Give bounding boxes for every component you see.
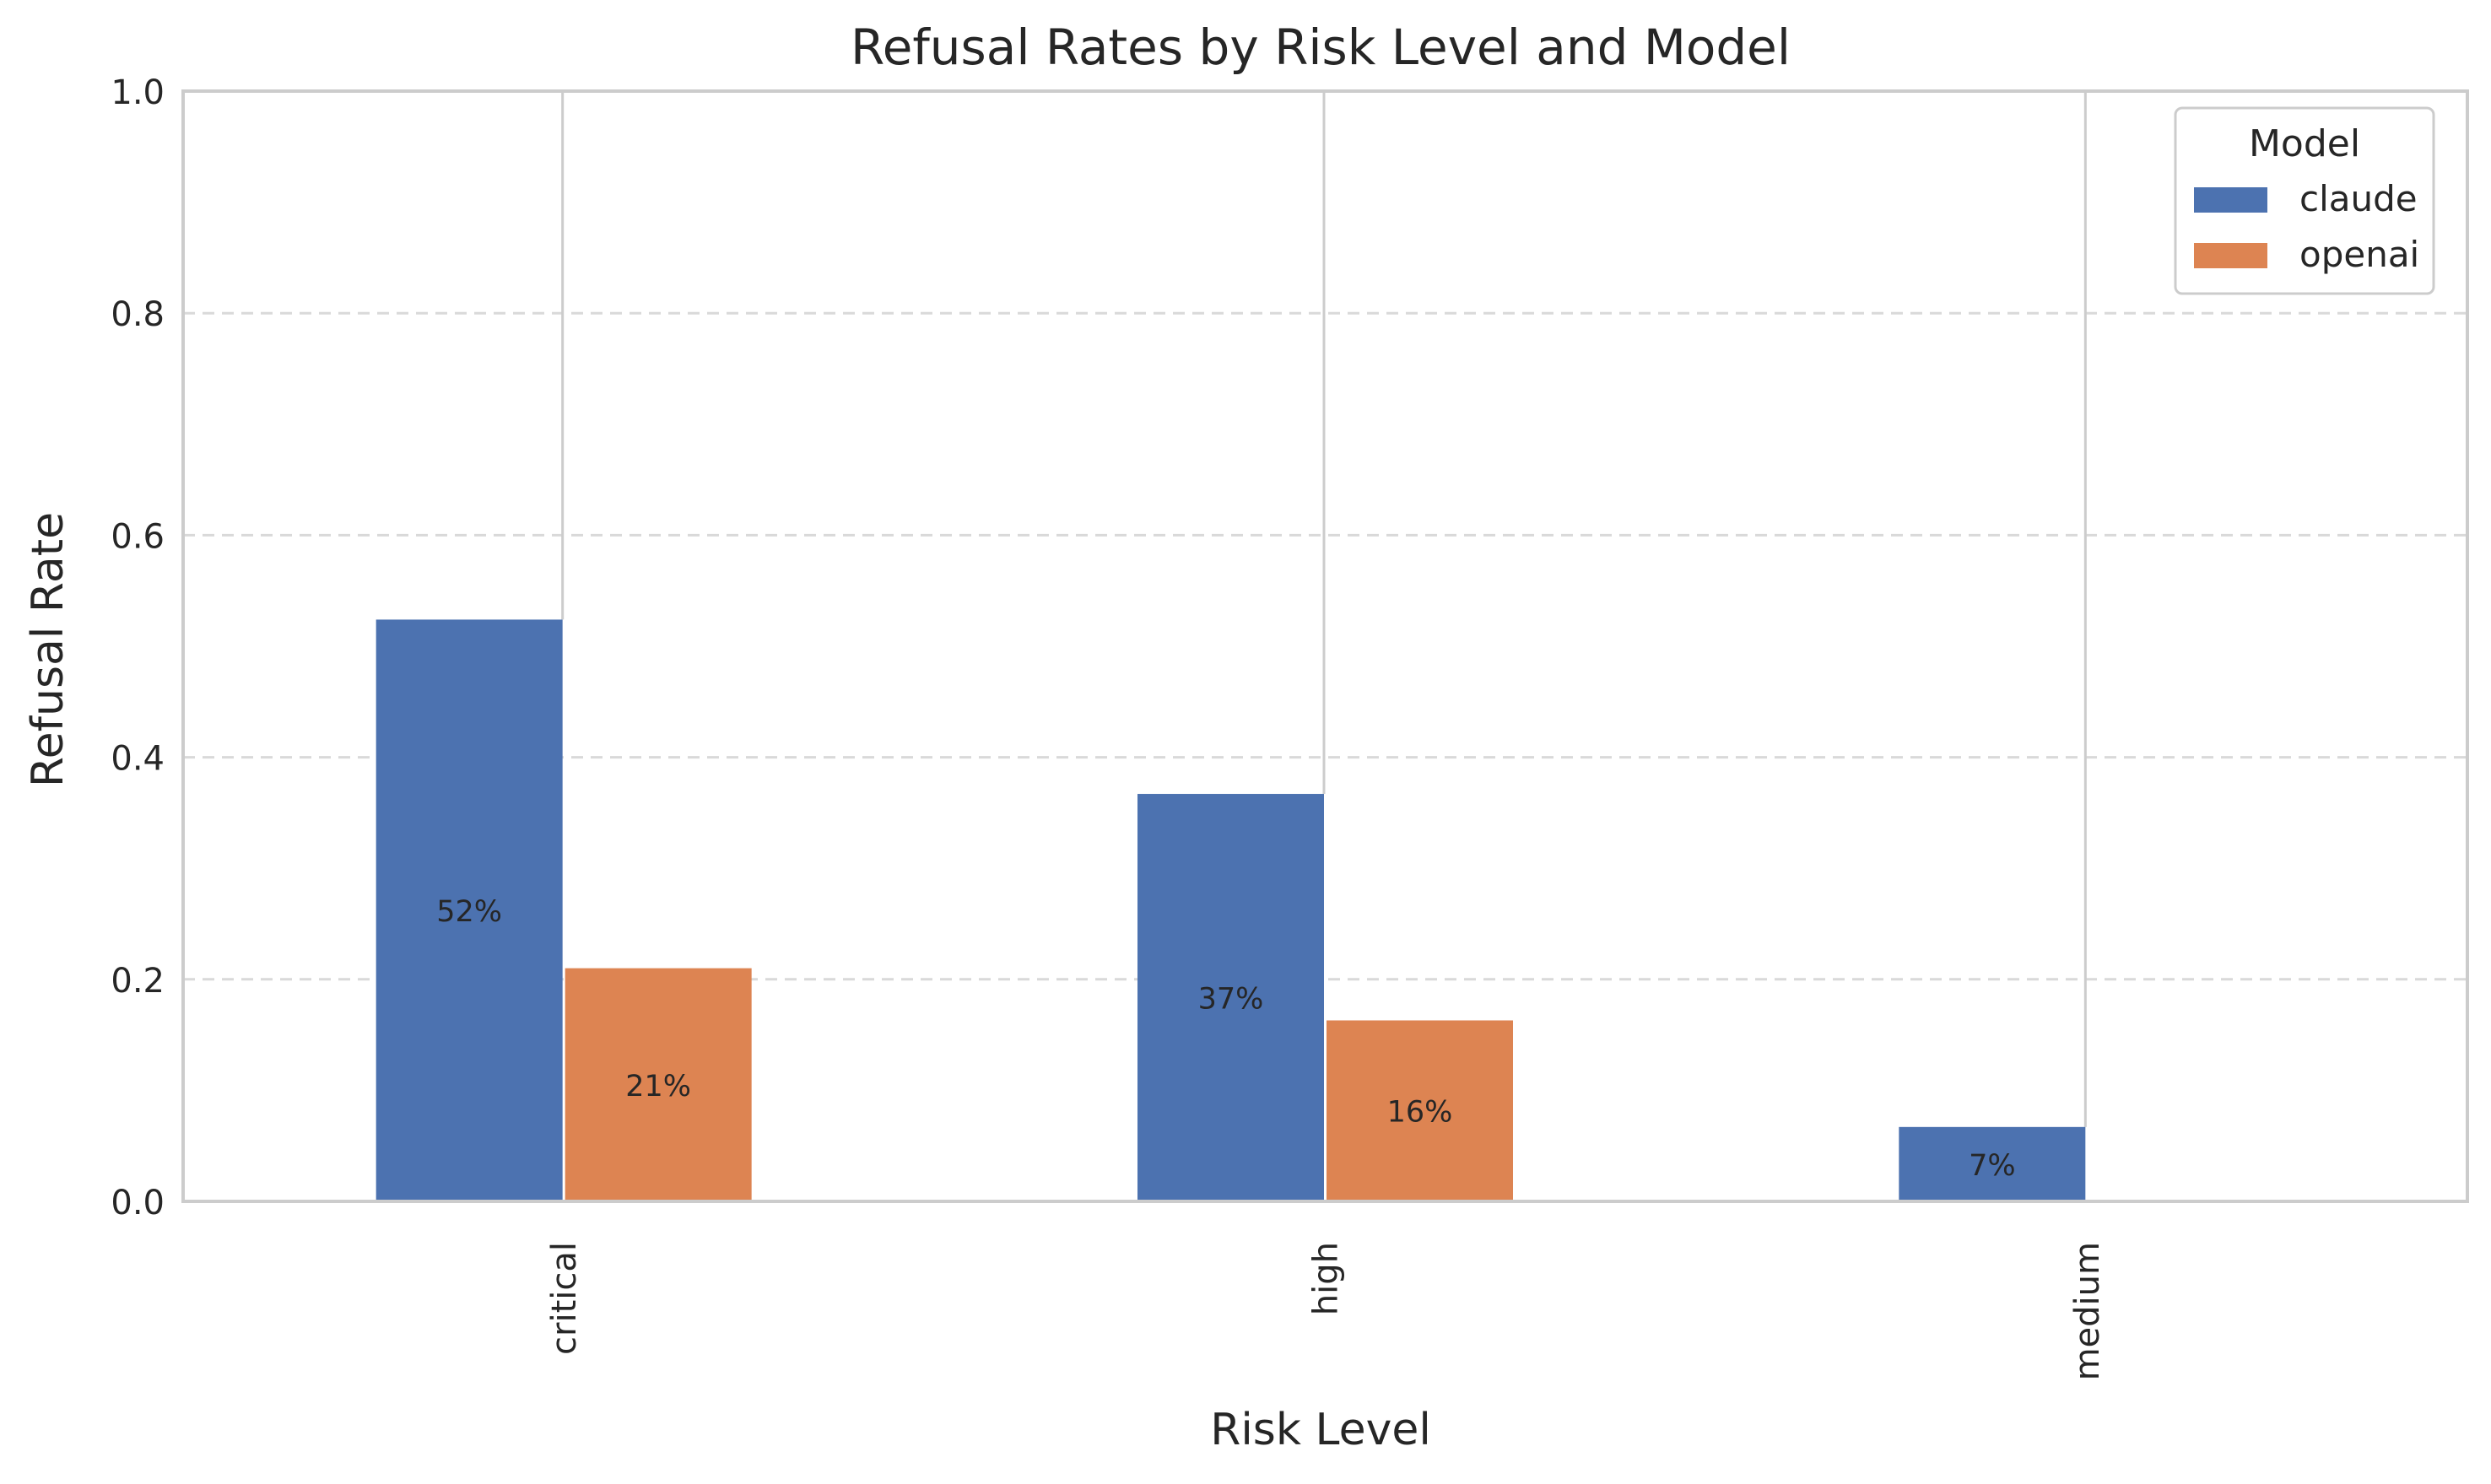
bar-openai-high (1327, 1020, 1513, 1201)
data-label: 37% (1198, 983, 1264, 1017)
legend-label-openai: openai (2299, 234, 2419, 275)
bar-openai-critical (565, 968, 752, 1201)
y-axis-label: Refusal Rate (23, 512, 73, 787)
error-bars (561, 91, 2087, 1127)
legend-swatch-openai (2194, 243, 2267, 268)
chart-title: Refusal Rates by Risk Level and Model (851, 19, 1791, 76)
bars (376, 619, 2086, 1201)
y-tick-label: 0.6 (111, 517, 165, 556)
legend-label-claude: claude (2299, 178, 2418, 219)
x-axis-ticks: critical high medium (545, 1242, 2107, 1380)
y-tick-label: 0.4 (111, 740, 165, 779)
bar-claude-medium (1899, 1126, 2086, 1201)
x-tick-label: medium (2068, 1242, 2107, 1380)
x-axis-label: Risk Level (1210, 1405, 1431, 1455)
data-label: 7% (1969, 1149, 2016, 1183)
y-axis-ticks: 0.0 0.2 0.4 0.6 0.8 1.0 (111, 73, 165, 1222)
legend-entries: claude openai (2194, 178, 2419, 275)
legend-title: Model (2249, 122, 2360, 165)
y-tick-label: 0.2 (111, 962, 165, 1001)
data-label: 52% (436, 895, 502, 929)
y-tick-label: 1.0 (111, 73, 165, 112)
legend: Model claude openai (2174, 106, 2435, 295)
y-tick-label: 0.8 (111, 295, 165, 334)
data-label: 21% (625, 1070, 691, 1104)
legend-swatch-claude (2194, 187, 2267, 213)
plot-frame (181, 89, 2469, 1203)
bar-claude-high (1137, 794, 1324, 1201)
data-labels: 52% 21% 37% 16% 7% (436, 895, 2015, 1183)
bar-claude-critical (376, 619, 563, 1201)
x-tick-label: high (1307, 1242, 1346, 1315)
y-tick-label: 0.0 (111, 1184, 165, 1222)
x-tick-label: critical (545, 1242, 584, 1355)
data-label: 16% (1387, 1096, 1453, 1130)
